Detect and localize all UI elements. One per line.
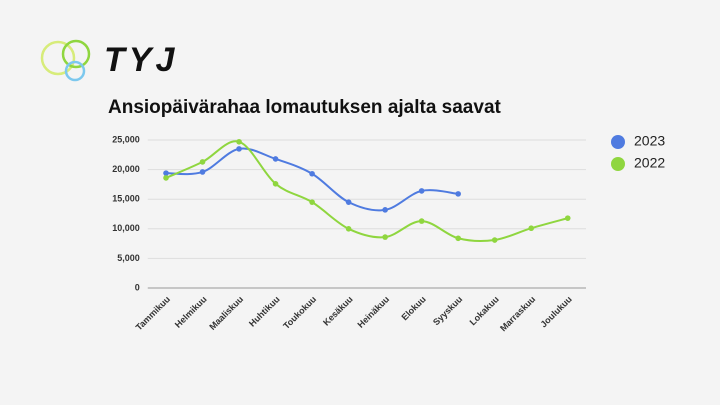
data-point — [491, 237, 498, 243]
logo-text: TYJ — [104, 41, 178, 79]
y-tick-label: 5,000 — [117, 253, 140, 263]
data-point — [163, 175, 169, 181]
x-tick-label: Kesäkuu — [321, 294, 355, 328]
data-point — [309, 199, 315, 205]
data-point — [199, 169, 206, 175]
x-tick-label: Toukokuu — [281, 294, 318, 331]
data-point — [272, 181, 279, 187]
legend-swatch — [611, 135, 625, 149]
x-tick-label: Lokakuu — [468, 294, 501, 327]
chart-title: Ansiopäivärahaa lomautuksen ajalta saava… — [108, 97, 502, 118]
data-point — [564, 215, 571, 221]
y-tick-label: 10,000 — [112, 223, 140, 233]
data-point — [418, 218, 425, 224]
data-point — [528, 225, 535, 232]
data-point — [199, 159, 206, 165]
y-tick-label: 0 — [135, 282, 140, 292]
x-tick-label: Syyskuu — [431, 294, 464, 327]
data-point — [382, 234, 388, 240]
series-line — [165, 140, 569, 243]
x-tick-label: Helmikuu — [173, 294, 209, 330]
y-tick-label: 25,000 — [112, 134, 140, 144]
x-tick-label: Tammikuu — [134, 294, 172, 332]
data-point — [163, 170, 169, 176]
data-point — [455, 191, 461, 197]
x-tick-label: Maaliskuu — [207, 294, 245, 332]
y-tick-label: 15,000 — [112, 194, 140, 204]
y-tick-label: 20,000 — [112, 164, 140, 174]
legend-label: 2022 — [634, 155, 665, 171]
x-tick-label: Joulukuu — [538, 294, 573, 329]
data-point — [345, 199, 352, 205]
x-tick-label: Elokuu — [399, 294, 427, 322]
x-tick-label: Huhtikuu — [247, 294, 282, 329]
data-point — [309, 170, 315, 177]
data-point — [272, 156, 279, 162]
x-tick-label: Marraskuu — [498, 294, 537, 333]
data-point — [236, 146, 242, 152]
logo-mark — [40, 39, 91, 82]
data-point — [455, 235, 461, 242]
data-point — [236, 138, 242, 145]
legend-label: 2023 — [634, 133, 665, 149]
legend-swatch — [611, 157, 625, 171]
data-point — [418, 188, 425, 194]
data-point — [382, 207, 388, 213]
x-tick-label: Heinäkuu — [356, 294, 392, 330]
data-point — [345, 226, 352, 232]
